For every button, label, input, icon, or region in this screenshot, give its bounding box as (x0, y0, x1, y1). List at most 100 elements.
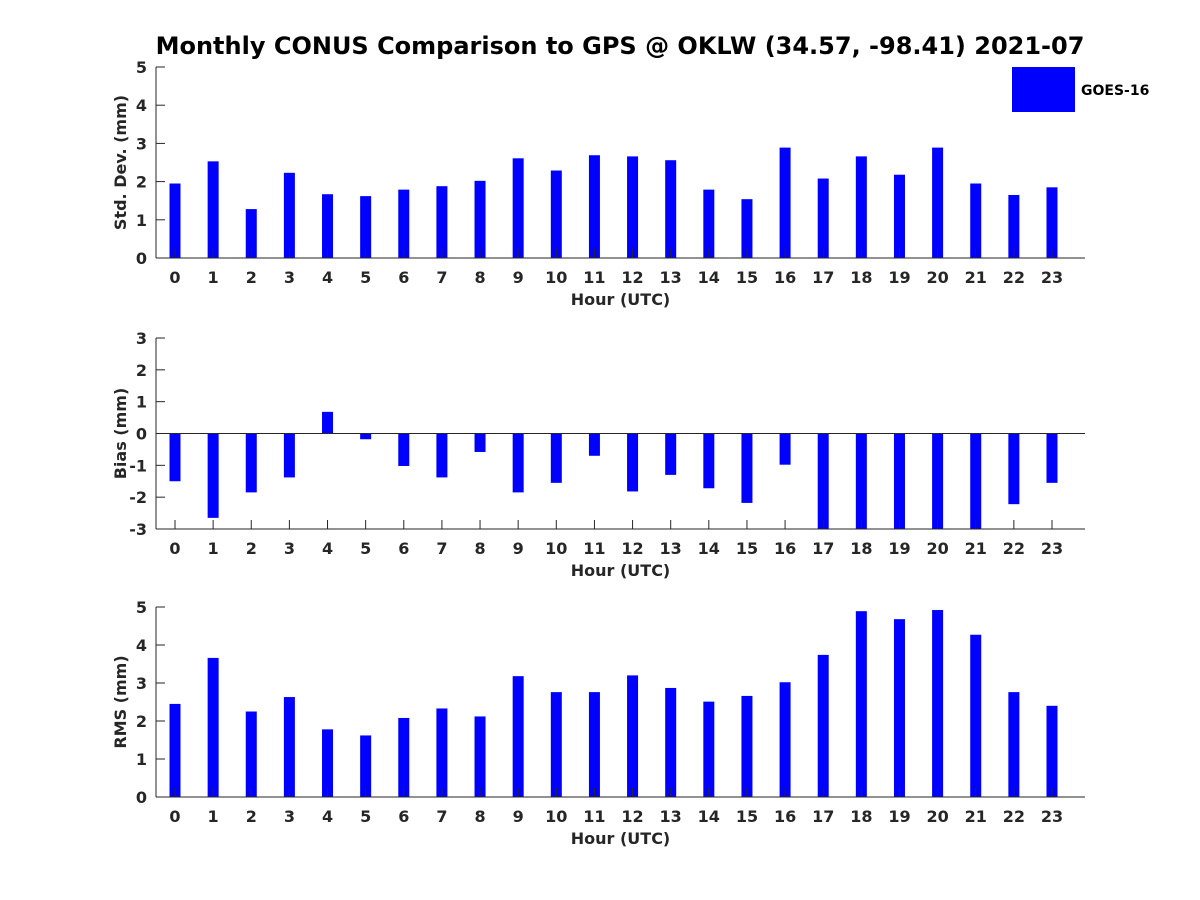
std-dev-y-tick-label: 4 (136, 96, 147, 115)
rms-bar-1 (207, 657, 219, 797)
bias-x-tick-label: 1 (208, 539, 219, 558)
std-dev-x-tick-label: 9 (513, 268, 524, 287)
std-dev-bar-10 (550, 170, 562, 258)
bias-x-tick-label: 15 (736, 539, 758, 558)
bias-bar-20 (932, 433, 944, 529)
std-dev-bar-13 (665, 160, 677, 258)
rms-x-tick-label: 5 (360, 807, 371, 826)
rms-x-tick-label: 12 (621, 807, 643, 826)
rms-x-tick-label: 14 (698, 807, 720, 826)
rms-x-tick-label: 21 (965, 807, 987, 826)
rms-bar-16 (779, 682, 791, 797)
rms-bar-19 (893, 619, 905, 797)
std-dev-x-tick-label: 4 (322, 268, 333, 287)
bias-y-tick-label: 3 (136, 329, 147, 348)
bias-x-tick-label: 9 (513, 539, 524, 558)
rms-x-tick-label: 23 (1041, 807, 1063, 826)
std-dev-x-tick-label: 21 (965, 268, 987, 287)
rms-x-tick-label: 1 (208, 807, 219, 826)
bias-x-tick-label: 5 (360, 539, 371, 558)
rms-x-tick-label: 8 (474, 807, 485, 826)
bias-bar-11 (588, 433, 600, 456)
std-dev-x-tick-label: 16 (774, 268, 796, 287)
bias-x-tick-label: 7 (436, 539, 447, 558)
std-dev-y-tick-label: 3 (136, 134, 147, 153)
std-dev-x-tick-label: 8 (474, 268, 485, 287)
bias-bar-5 (360, 433, 372, 440)
bias-bar-16 (779, 433, 791, 465)
legend: GOES-16 (1012, 67, 1149, 112)
bias-bar-12 (627, 433, 639, 492)
std-dev-y-tick-label: 1 (136, 211, 147, 230)
rms-x-tick-label: 18 (850, 807, 872, 826)
bias-x-axis-label: Hour (UTC) (571, 561, 671, 580)
std-dev-bar-8 (474, 180, 486, 258)
bias-x-tick-label: 2 (246, 539, 257, 558)
std-dev-x-tick-label: 1 (208, 268, 219, 287)
rms-bar-11 (588, 692, 600, 797)
bias-x-tick-label: 3 (284, 539, 295, 558)
rms-bar-12 (627, 675, 639, 797)
std-dev-bar-21 (970, 183, 982, 258)
bias-bar-8 (474, 433, 486, 452)
std-dev-bar-2 (245, 209, 257, 258)
rms-y-tick-label: 5 (136, 598, 147, 617)
bias-x-tick-label: 21 (965, 539, 987, 558)
bias-x-tick-label: 4 (322, 539, 333, 558)
rms-x-tick-label: 15 (736, 807, 758, 826)
rms-bar-10 (550, 692, 562, 797)
rms-bar-13 (665, 687, 677, 797)
bias-y-tick-label: -1 (129, 456, 147, 475)
std-dev-bar-12 (627, 156, 639, 258)
rms-x-tick-label: 7 (436, 807, 447, 826)
std-dev-bar-16 (779, 147, 791, 258)
std-dev-x-tick-label: 14 (698, 268, 720, 287)
rms-x-tick-label: 20 (926, 807, 948, 826)
bias-bar-6 (398, 433, 410, 466)
std-dev-x-tick-label: 13 (660, 268, 682, 287)
std-dev-y-tick-label: 5 (136, 58, 147, 77)
bias-bar-17 (817, 433, 829, 529)
rms-x-tick-label: 17 (812, 807, 834, 826)
rms-bar-14 (703, 701, 715, 797)
rms-bar-3 (283, 697, 295, 797)
rms-x-tick-label: 9 (513, 807, 524, 826)
std-dev-bar-3 (283, 172, 295, 258)
bias-bar-1 (207, 433, 219, 518)
rms-x-tick-label: 4 (322, 807, 333, 826)
std-dev-x-axis-label: Hour (UTC) (571, 290, 671, 309)
std-dev-y-axis-label: Std. Dev. (mm) (111, 95, 130, 230)
rms-bar-2 (245, 711, 257, 797)
rms-y-tick-label: 0 (136, 788, 147, 807)
rms-y-tick-label: 2 (136, 712, 147, 731)
std-dev-x-tick-label: 15 (736, 268, 758, 287)
std-dev-x-tick-label: 19 (888, 268, 910, 287)
rms-x-tick-label: 22 (1003, 807, 1025, 826)
rms-bar-17 (817, 654, 829, 797)
std-dev-x-tick-label: 12 (621, 268, 643, 287)
bias-bar-23 (1046, 433, 1058, 483)
bias-x-tick-label: 6 (398, 539, 409, 558)
bias-bar-7 (436, 433, 448, 478)
bias-x-tick-label: 13 (660, 539, 682, 558)
rms-x-axis-label: Hour (UTC) (571, 829, 671, 848)
std-dev-x-tick-label: 11 (583, 268, 605, 287)
bias-y-tick-label: 1 (136, 393, 147, 412)
std-dev-bar-14 (703, 189, 715, 258)
rms-bar-22 (1008, 692, 1020, 797)
bias-bar-13 (665, 433, 677, 475)
rms-bar-7 (436, 708, 448, 797)
rms-x-tick-label: 2 (246, 807, 257, 826)
bias-x-tick-label: 12 (621, 539, 643, 558)
bias-bar-3 (283, 433, 295, 478)
rms-bar-5 (360, 735, 372, 797)
bias-bar-14 (703, 433, 715, 489)
rms-bar-4 (322, 729, 334, 797)
std-dev-x-tick-label: 0 (169, 268, 180, 287)
bias-bar-19 (893, 433, 905, 529)
std-dev-bar-22 (1008, 194, 1020, 258)
bias-x-tick-label: 17 (812, 539, 834, 558)
